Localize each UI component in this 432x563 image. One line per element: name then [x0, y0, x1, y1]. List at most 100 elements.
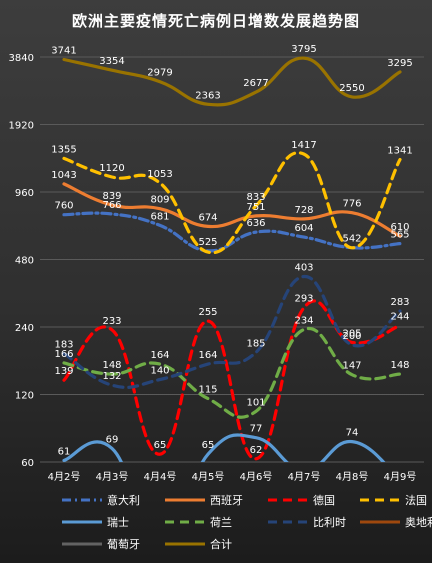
legend-label: 西班牙 [210, 494, 243, 507]
y-axis: 60 120 240 480 960 1920 3840 [9, 53, 34, 469]
grid-lines [40, 56, 424, 463]
data-label: 674 [198, 212, 217, 223]
data-label: 1043 [51, 170, 76, 181]
data-label: 766 [102, 200, 121, 211]
legend-item: 葡萄牙 [62, 538, 140, 551]
data-label: 293 [294, 294, 313, 305]
data-label: 403 [294, 263, 313, 274]
legend-item: 德国 [268, 493, 335, 507]
data-label: 2363 [195, 90, 220, 101]
data-label: 525 [198, 237, 217, 248]
legend-item: 意大利 [62, 493, 140, 507]
x-tick-label: 4月8号 [336, 471, 369, 483]
data-label: 164 [150, 350, 169, 361]
data-label: 164 [198, 350, 217, 361]
x-axis: 4月2号 4月3号 4月4号 4月5号 4月6号 4月7号 4月8号 4月9号 [48, 471, 417, 483]
data-label: 283 [390, 297, 409, 308]
data-label: 565 [390, 230, 409, 241]
series-line [62, 56, 402, 107]
series-line [62, 274, 402, 390]
data-label: 1355 [51, 144, 76, 155]
chart-title: 欧洲主要疫情死亡病例日增数发展趋势图 [71, 12, 360, 30]
y-tick-label: 480 [15, 256, 34, 267]
series-line [62, 182, 402, 238]
y-tick-label: 120 [15, 391, 34, 402]
legend-label: 奥地利 [405, 515, 432, 529]
data-label: 69 [106, 434, 119, 445]
y-tick-label: 240 [15, 323, 34, 334]
data-label: 74 [346, 428, 359, 439]
legend-item: 比利时 [268, 516, 346, 529]
data-label: 3795 [291, 44, 316, 55]
data-label: 183 [54, 339, 73, 350]
data-label: 140 [150, 365, 169, 376]
data-label: 205 [342, 328, 361, 339]
data-label: 65 [154, 440, 167, 451]
series-line [62, 211, 402, 253]
data-label: 809 [150, 195, 169, 206]
data-label: 115 [198, 385, 217, 396]
legend-label: 葡萄牙 [107, 538, 140, 551]
data-label: 61 [58, 446, 71, 457]
data-label: 3741 [51, 46, 76, 57]
data-label: 147 [342, 361, 361, 372]
x-tick-label: 4月4号 [144, 471, 177, 483]
legend-item: 荷兰 [165, 516, 232, 529]
data-labels: 3741 3354 2979 2363 2677 3795 2550 3295 1355 1120… [51, 44, 412, 457]
legend-label: 意大利 [107, 493, 140, 507]
data-label: 101 [246, 397, 265, 408]
y-tick-label: 960 [15, 188, 34, 199]
x-tick-label: 4月5号 [192, 471, 225, 483]
legend-label: 德国 [313, 493, 335, 507]
y-tick-label: 1920 [9, 121, 34, 132]
data-label: 244 [390, 311, 409, 322]
y-tick-label: 3840 [9, 53, 34, 64]
x-tick-label: 4月9号 [384, 471, 417, 483]
data-label: 166 [54, 349, 73, 360]
legend-label: 合计 [210, 537, 232, 551]
data-label: 255 [198, 307, 217, 318]
series-line [62, 433, 386, 462]
data-label: 833 [246, 192, 265, 203]
data-label: 2979 [147, 68, 172, 79]
data-label: 233 [102, 316, 121, 327]
legend-label: 瑞士 [107, 515, 129, 529]
legend-item: 西班牙 [165, 494, 243, 507]
data-label: 1053 [147, 169, 172, 180]
data-label: 728 [294, 205, 313, 216]
y-tick-label: 60 [21, 458, 34, 469]
data-label: 604 [294, 223, 313, 234]
legend-label: 荷兰 [210, 516, 232, 529]
series-lines [62, 56, 402, 462]
legend-label: 法国 [405, 493, 427, 507]
x-tick-label: 4月3号 [96, 471, 129, 483]
data-label: 542 [342, 234, 361, 245]
legend-item: 法国 [360, 493, 427, 507]
data-label: 760 [54, 201, 73, 212]
data-label: 77 [250, 424, 263, 435]
series-line [62, 151, 402, 255]
data-label: 185 [246, 338, 265, 349]
data-label: 200 [342, 331, 361, 342]
data-label: 2550 [339, 83, 364, 94]
data-label: 636 [246, 218, 265, 229]
x-tick-label: 4月6号 [240, 471, 273, 483]
data-label: 1417 [291, 140, 316, 151]
data-label: 3295 [387, 58, 412, 69]
legend-item: 合计 [165, 537, 232, 551]
data-label: 132 [102, 371, 121, 382]
x-tick-label: 4月7号 [288, 471, 321, 483]
data-label: 2677 [243, 78, 268, 89]
data-label: 3354 [99, 56, 124, 67]
data-label: 839 [102, 191, 121, 202]
legend-label: 比利时 [313, 516, 346, 529]
legend-item: 瑞士 [62, 515, 129, 529]
data-label: 65 [202, 440, 215, 451]
legend-item: 奥地利 [360, 515, 432, 529]
data-label: 776 [342, 199, 361, 210]
data-label: 234 [294, 315, 313, 326]
data-label: 148 [390, 360, 409, 371]
